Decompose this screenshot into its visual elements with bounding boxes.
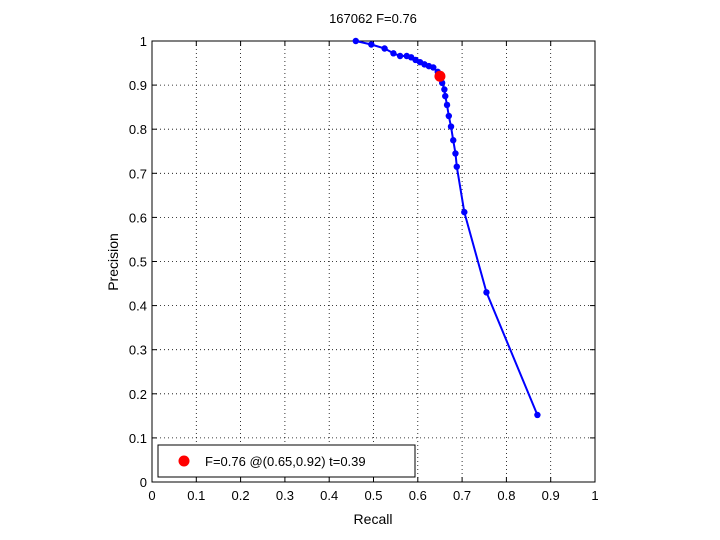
x-tick-label: 0.6 — [409, 488, 427, 503]
chart-title: 167062 F=0.76 — [329, 11, 417, 26]
y-tick-label: 0.7 — [129, 166, 147, 181]
data-point — [447, 123, 455, 130]
legend-marker — [178, 455, 190, 467]
grid-lines — [152, 41, 595, 482]
x-tick-label: 0.5 — [364, 488, 382, 503]
y-tick-label: 0.8 — [129, 122, 147, 137]
x-axis-label: Recall — [354, 511, 393, 527]
x-tick-label: 0.1 — [187, 488, 205, 503]
y-axis-label: Precision — [105, 233, 121, 291]
y-tick-label: 0.3 — [129, 343, 147, 358]
x-tick-label: 0.9 — [542, 488, 560, 503]
x-tick-label: 0.2 — [232, 488, 250, 503]
y-tick-labels: 0 0.1 0.2 0.3 0.4 0.5 0.6 0.7 0.8 0.9 1 — [129, 34, 147, 490]
legend-entry-label: F=0.76 @(0.65,0.92) t=0.39 — [205, 454, 366, 469]
data-point — [461, 208, 468, 216]
data-point — [441, 86, 448, 93]
legend-box — [157, 444, 416, 478]
data-point — [445, 112, 453, 120]
y-tick-label: 0.9 — [129, 78, 147, 93]
data-point — [390, 50, 397, 57]
x-tick-label: 0.3 — [276, 488, 294, 503]
x-tick-label: 1 — [591, 488, 598, 503]
x-tick-label: 0 — [148, 488, 155, 503]
y-tick-label: 0.4 — [129, 299, 147, 314]
data-point — [443, 101, 451, 109]
y-tick-label: 0.2 — [129, 387, 147, 402]
data-point — [483, 289, 490, 296]
x-tick-label: 0.7 — [453, 488, 471, 503]
data-point — [534, 411, 541, 419]
data-point — [396, 52, 404, 60]
y-tick-label: 0 — [140, 475, 147, 490]
x-tick-label: 0.8 — [497, 488, 515, 503]
y-tick-label: 1 — [140, 34, 147, 49]
highlight-layer — [434, 70, 446, 82]
legend: F=0.76 @(0.65,0.92) t=0.39 — [157, 444, 416, 478]
y-tick-label: 0.1 — [129, 431, 147, 446]
axis-ticks — [151, 40, 596, 483]
x-tick-labels: 0 0.1 0.2 0.3 0.4 0.5 0.6 0.7 0.8 0.9 1 — [148, 488, 598, 503]
data-point — [442, 92, 449, 100]
data-point — [368, 41, 375, 48]
data-point — [450, 137, 457, 144]
data-point — [430, 64, 437, 71]
data-point — [453, 163, 460, 170]
data-point — [452, 150, 459, 157]
plot-frame — [151, 40, 596, 483]
best-f-point — [434, 70, 446, 82]
x-tick-label: 0.4 — [320, 488, 338, 503]
data-point — [381, 45, 388, 52]
data-point — [352, 37, 359, 45]
y-tick-label: 0.6 — [129, 210, 147, 225]
y-tick-label: 0.5 — [129, 255, 147, 270]
